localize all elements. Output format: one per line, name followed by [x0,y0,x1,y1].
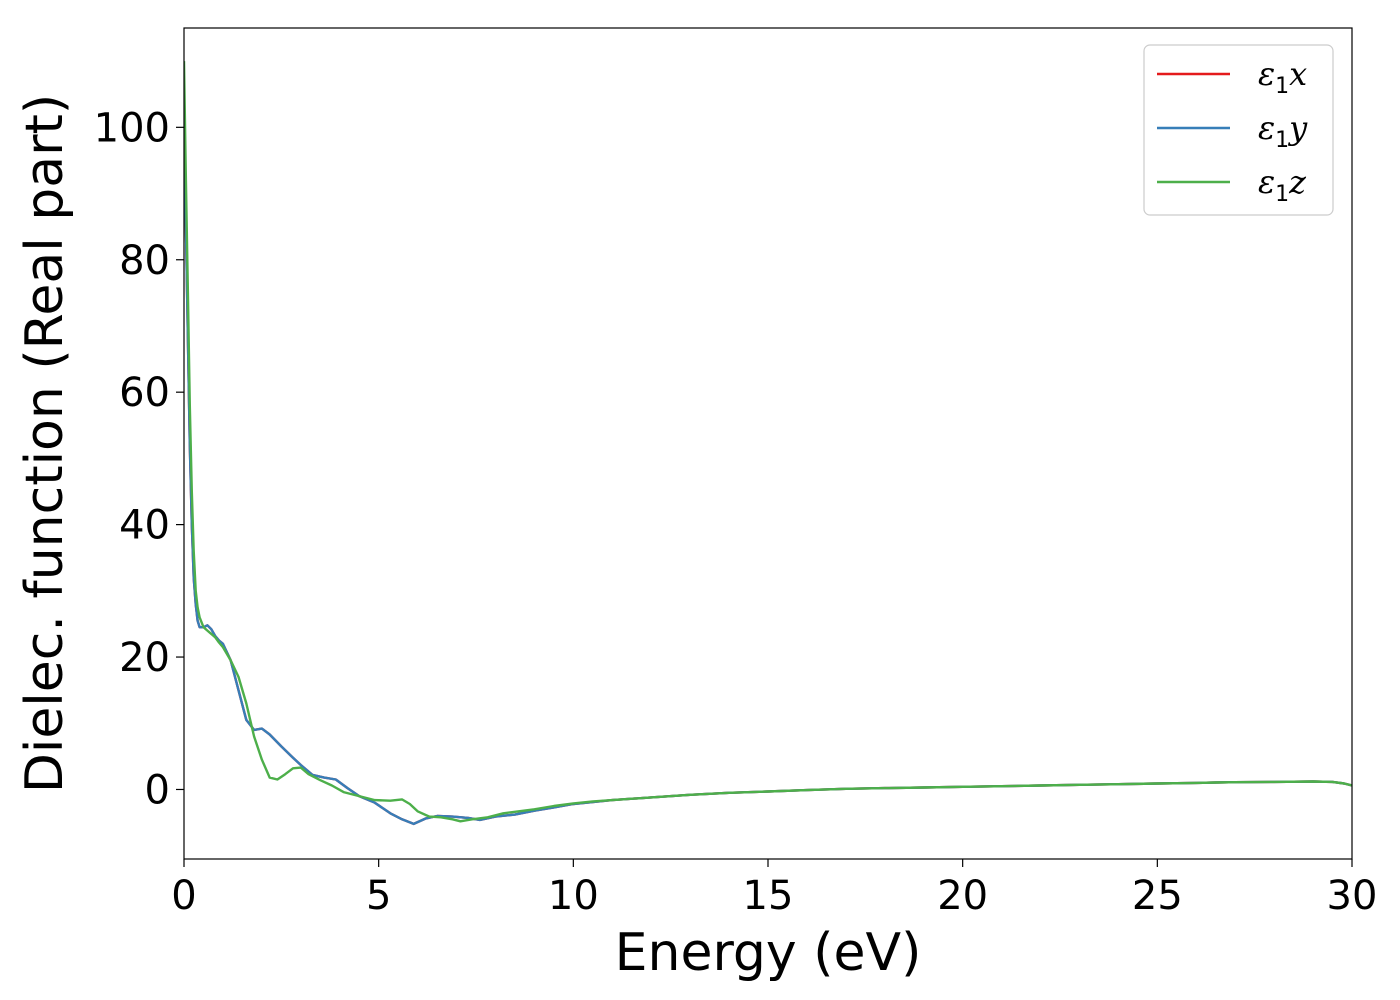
x-axis-ticks: 0 5 10 15 20 25 30 [171,859,1377,919]
x-tick-label: 5 [366,873,391,919]
y-tick-label: 40 [119,503,170,549]
legend-label-z: ε1z [1258,163,1307,207]
x-axis-label: Energy (eV) [615,923,922,983]
y-axis-label: Dielec. function (Real part) [15,94,75,793]
legend-label-x: ε1x [1258,55,1307,99]
y-tick-label: 80 [119,238,170,284]
y-tick-label: 100 [94,105,170,151]
x-tick-label: 0 [171,873,196,919]
legend-label-y: ε1y [1258,109,1308,153]
legend-box [1143,44,1334,216]
legend: ε1x ε1y ε1z [1143,44,1334,216]
y-tick-label: 0 [145,767,170,813]
x-tick-label: 25 [1132,873,1183,919]
series-layer [184,61,1352,826]
series-line-z [184,61,1352,823]
x-tick-label: 10 [548,873,599,919]
x-tick-label: 20 [937,873,988,919]
y-tick-label: 60 [119,370,170,416]
x-tick-label: 15 [743,873,794,919]
x-tick-label: 30 [1327,873,1378,919]
y-axis-ticks: 0 20 40 60 80 100 [94,105,184,813]
y-tick-label: 20 [119,635,170,681]
